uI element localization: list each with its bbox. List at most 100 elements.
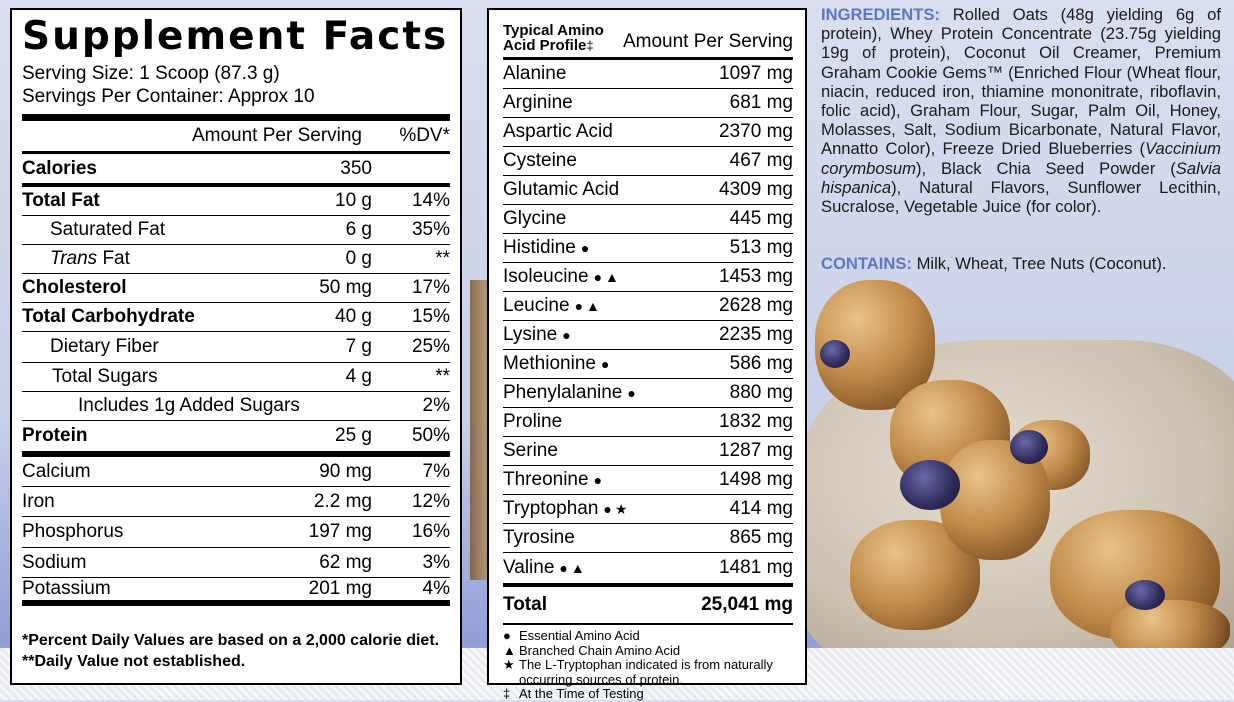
amino-row-label: Aspartic Acid (503, 121, 613, 143)
amino-marks: ● (627, 385, 639, 401)
amino-value: 681 mg (729, 92, 793, 113)
amino-value: 414 mg (729, 498, 793, 519)
amino-row-label: Threonine ● (503, 469, 605, 491)
amino-name: Tryptophan (503, 498, 599, 519)
amino-name: Glutamic Acid (503, 179, 620, 200)
dv-header: %DV* (399, 125, 450, 146)
facts-row-total-carbohydrate: Total Carbohydrate 40 g 15% (22, 303, 450, 332)
facts-row-phosphorus: Phosphorus 197 mg 16% (22, 517, 450, 548)
amino-row-label: Glycine (503, 208, 566, 230)
amino-row: Histidine ● 513 mg (503, 234, 793, 263)
legend-text: At the Time of Testing (519, 686, 644, 701)
amino-value: 1481 mg (719, 557, 793, 578)
amino-marks: ●▲ (593, 269, 622, 285)
amino-row-label: Lysine ● (503, 324, 574, 346)
amino-marks: ● (562, 327, 574, 343)
amino-name: Aspartic Acid (503, 121, 613, 142)
amino-value: 4309 mg (719, 179, 793, 200)
amino-row: Leucine ●▲ 2628 mg (503, 292, 793, 321)
amino-row-label: Alanine (503, 63, 566, 85)
amino-value: 1498 mg (719, 469, 793, 490)
facts-footnotes: *Percent Daily Values are based on a 2,0… (22, 630, 450, 672)
facts-row-added-sugars: Includes 1g Added Sugars 2% (22, 392, 450, 421)
amino-total-label: Total (503, 594, 547, 615)
facts-row-dietary-fiber: Dietary Fiber 7 g 25% (22, 332, 450, 363)
amino-row: Glutamic Acid 4309 mg (503, 176, 793, 205)
amino-row: Isoleucine ●▲ 1453 mg (503, 263, 793, 292)
divider (22, 114, 450, 121)
amino-name: Leucine (503, 295, 570, 316)
amino-header: Typical Amino Acid Profile‡ Amount Per S… (503, 10, 793, 60)
amino-row-label: Tryptophan ●★ (503, 498, 630, 520)
amino-row-label: Tyrosine (503, 527, 575, 549)
amino-row: Threonine ● 1498 mg (503, 466, 793, 495)
amino-row: Tryptophan ●★ 414 mg (503, 495, 793, 524)
amino-row: Serine 1287 mg (503, 437, 793, 466)
facts-row-protein: Protein 25 g 50% (22, 421, 450, 457)
facts-row-calcium: Calcium 90 mg 7% (22, 457, 450, 487)
ingredients-label: INGREDIENTS: (821, 5, 940, 24)
facts-row-saturated-fat: Saturated Fat 6 g 35% (22, 216, 450, 245)
amino-name: Glycine (503, 208, 567, 229)
amino-name: Phenylalanine (503, 382, 623, 403)
amino-row-label: Cysteine (503, 150, 577, 172)
amino-row-label: Proline (503, 411, 562, 433)
amino-row-label: Leucine ●▲ (503, 295, 603, 317)
amino-marks: ● (600, 356, 613, 372)
footnote-dv: *Percent Daily Values are based on a 2,0… (22, 632, 440, 649)
facts-row-iron: Iron 2.2 mg 12% (22, 487, 450, 517)
amino-row-label: Phenylalanine ● (503, 382, 639, 404)
facts-title: Supplement Facts (22, 14, 449, 59)
amino-marks: ●▲ (559, 560, 588, 576)
amino-name: Lysine (503, 324, 558, 345)
amino-row: Valine ●▲ 1481 mg (503, 553, 793, 587)
amino-value: 513 mg (729, 237, 793, 258)
amino-name: Tyrosine (503, 527, 575, 548)
amino-acid-panel: Typical Amino Acid Profile‡ Amount Per S… (487, 8, 807, 701)
legend-symbol: ▲ (503, 642, 516, 658)
amino-total-value: 25,041 mg (701, 594, 793, 615)
amino-value: 2628 mg (719, 295, 793, 316)
amino-name: Threonine (503, 469, 589, 490)
ingredients-text: INGREDIENTS: Rolled Oats (48g yielding 6… (821, 5, 1221, 217)
amino-name: Proline (503, 411, 563, 432)
amino-row-label: Methionine ● (503, 353, 612, 375)
amino-name: Valine (503, 557, 555, 578)
amino-row: Glycine 445 mg (503, 205, 793, 234)
amino-value: 1832 mg (719, 411, 793, 432)
amino-value: 586 mg (729, 353, 793, 374)
amino-row-label: Histidine ● (503, 237, 592, 259)
legend-item: ★ The L-Tryptophan indicated is from natu… (503, 657, 793, 687)
amino-value: 1453 mg (719, 266, 793, 287)
amino-row: Arginine 681 mg (503, 89, 793, 118)
facts-row-cholesterol: Cholesterol 50 mg 17% (22, 274, 450, 303)
contains-text: CONTAINS: Milk, Wheat, Tree Nuts (Coconu… (821, 254, 1167, 273)
amino-name: Alanine (503, 63, 567, 84)
supplement-facts-panel: Supplement Facts Serving Size: 1 Scoop (… (10, 8, 462, 685)
amino-marks: ● (593, 472, 606, 488)
amino-name: Isoleucine (503, 266, 589, 287)
amino-name: Arginine (503, 92, 573, 113)
amount-header: Amount Per Serving (191, 125, 362, 146)
amino-title: Typical Amino Acid Profile‡ (503, 22, 604, 54)
legend-symbol: ★ (503, 657, 515, 672)
amino-rows: Alanine 1097 mg Arginine 681 mg Aspartic Aci… (503, 60, 793, 587)
amino-row-label: Serine (503, 440, 558, 462)
facts-row-trans-fat: Trans Fat 0 g ** (22, 245, 450, 274)
legend-text: Branched Chain Amino Acid (519, 642, 681, 658)
amino-row: Alanine 1097 mg (503, 60, 793, 89)
legend-item: ‡ At the Time of Testing (503, 686, 793, 702)
facts-row-total-sugars: Total Sugars 4 g ** (22, 363, 450, 392)
amino-marks: ●▲ (574, 298, 603, 314)
amino-name: Cysteine (503, 150, 577, 171)
legend-item: ● Essential Amino Acid (503, 628, 793, 644)
amino-value: 1287 mg (719, 440, 793, 461)
amino-total-row: Total 25,041 mg (503, 587, 793, 625)
footnote-not-established: **Daily Value not established. (22, 653, 246, 670)
amino-name: Methionine (503, 353, 596, 374)
amino-value: 2235 mg (719, 324, 793, 345)
amino-row-label: Isoleucine ●▲ (503, 266, 622, 288)
facts-row-calories: Calories 350 (22, 154, 450, 187)
amino-value: 880 mg (729, 382, 793, 403)
amino-name: Histidine (503, 237, 576, 258)
